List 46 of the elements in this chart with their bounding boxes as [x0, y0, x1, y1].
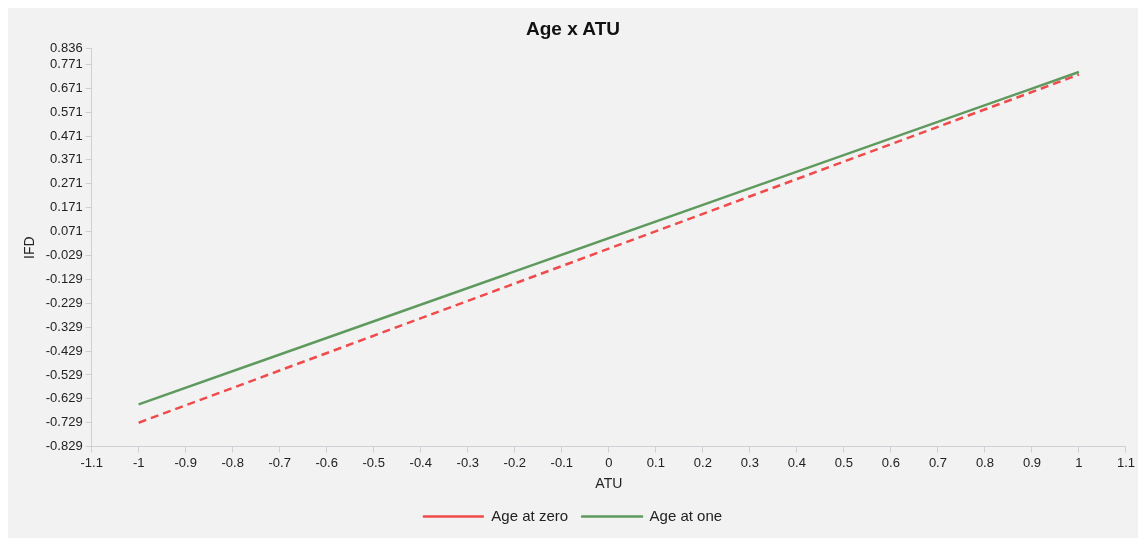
y-tick-label: -0.429	[45, 342, 83, 358]
x-tick-label: 0.8	[975, 454, 994, 470]
y-axis-title: IFD	[21, 236, 38, 259]
y-tick-label: 0.471	[50, 127, 83, 143]
y-tick-label: -0.829	[45, 438, 83, 454]
y-tick-label: 0.171	[50, 199, 83, 215]
x-tick-label: -1.1	[80, 454, 103, 470]
x-tick-label: 0.6	[881, 454, 900, 470]
y-tick-label: 0.571	[50, 103, 83, 119]
x-tick-label: -1	[132, 454, 145, 470]
y-tick-label: 0.671	[50, 79, 83, 95]
x-tick-label: 0.4	[787, 454, 806, 470]
y-tick-label: -0.629	[45, 390, 83, 406]
x-tick-label: 0.3	[740, 454, 759, 470]
x-tick-label: 0	[605, 454, 613, 470]
y-tick-label: -0.029	[45, 247, 83, 263]
y-tick-label: -0.529	[45, 366, 83, 382]
legend-label: Age at one	[649, 506, 723, 524]
x-tick-label: -0.7	[268, 454, 291, 470]
x-tick-label: 0.7	[928, 454, 947, 470]
y-tick-label: 0.836	[50, 40, 83, 56]
y-tick-label: -0.129	[45, 270, 83, 286]
x-tick-label: -0.5	[362, 454, 385, 470]
x-tick-label: -0.2	[503, 454, 526, 470]
x-tick-label: 0.2	[693, 454, 712, 470]
chart-title: Age x ATU	[526, 17, 620, 39]
y-tick-label: 0.271	[50, 175, 83, 191]
y-tick-label: -0.229	[45, 294, 83, 310]
x-tick-label: 0.9	[1022, 454, 1041, 470]
x-tick-label: -0.6	[315, 454, 338, 470]
x-tick-label: 0.5	[834, 454, 853, 470]
x-tick-label: -0.4	[409, 454, 432, 470]
x-tick-label: -0.9	[174, 454, 197, 470]
x-tick-label: -0.8	[221, 454, 244, 470]
x-tick-label: -0.1	[550, 454, 573, 470]
x-tick-label: -0.3	[456, 454, 479, 470]
legend-label: Age at zero	[491, 506, 569, 524]
y-tick-label: 0.371	[50, 151, 83, 167]
y-tick-label: -0.329	[45, 318, 83, 334]
y-tick-label: 0.771	[50, 55, 83, 71]
y-tick-label: 0.071	[50, 223, 83, 239]
x-tick-label: 1	[1075, 454, 1083, 470]
x-tick-label: 1.1	[1116, 454, 1135, 470]
x-axis-title: ATU	[595, 475, 623, 492]
y-tick-label: -0.729	[45, 414, 83, 430]
x-tick-label: 0.1	[646, 454, 665, 470]
